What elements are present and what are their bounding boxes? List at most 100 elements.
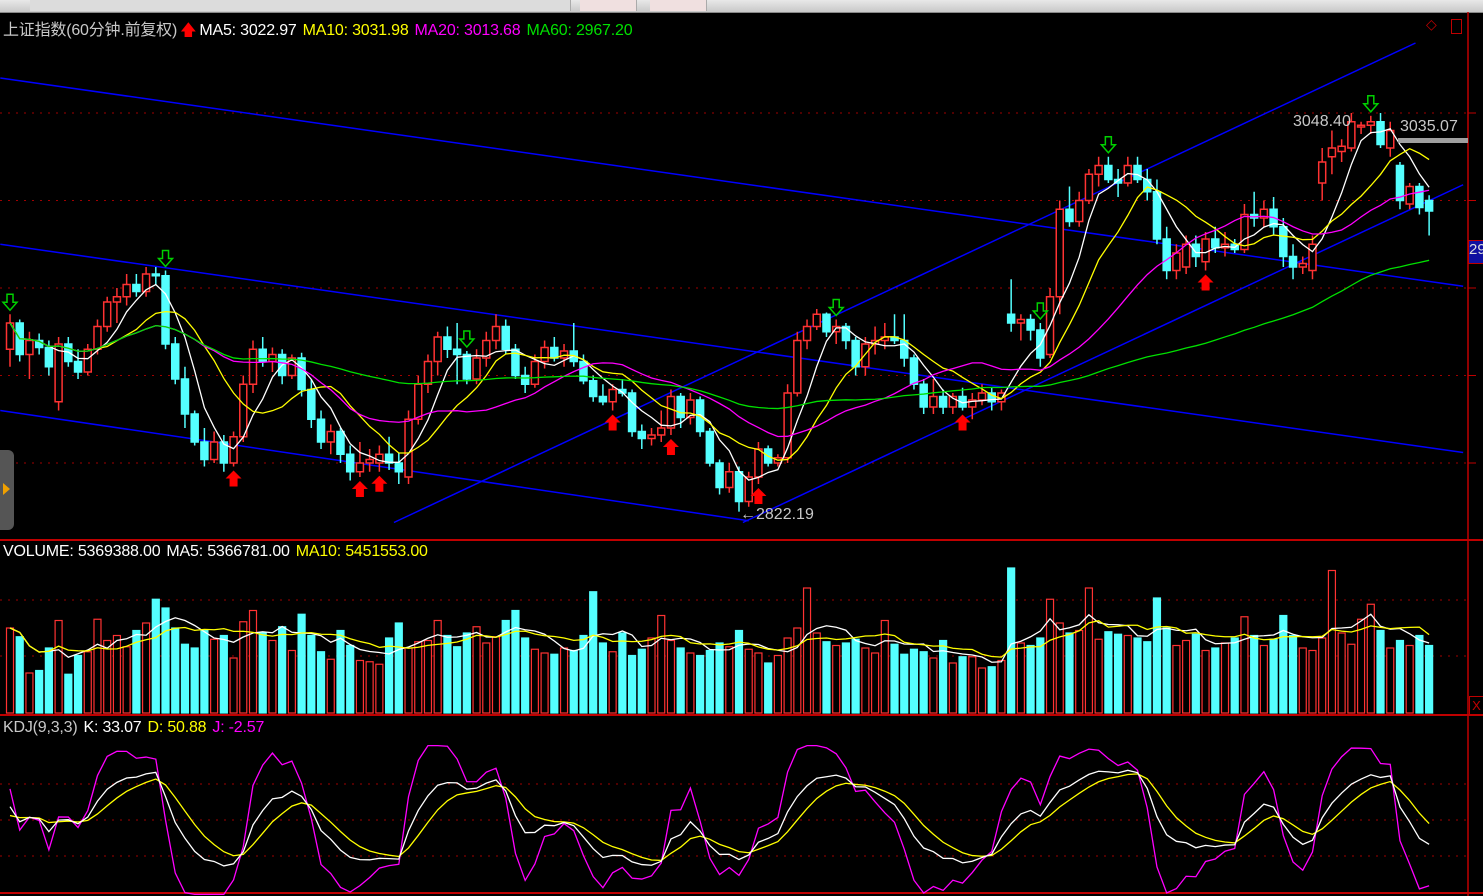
sell-signal-arrow-icon <box>827 298 845 317</box>
volume-bar <box>433 619 442 714</box>
candle-down <box>443 336 452 350</box>
volume-bar <box>190 647 199 714</box>
candle-down <box>1104 164 1113 181</box>
volume-bar <box>1356 618 1366 714</box>
volume-bar <box>851 638 860 714</box>
candle-up <box>423 360 433 385</box>
diamond-icon[interactable]: ◇ <box>1426 16 1437 32</box>
candle-up <box>1327 147 1337 158</box>
volume-bar <box>627 654 637 714</box>
volume-bar <box>1318 637 1327 714</box>
candle-down <box>170 343 180 380</box>
high-price-label: 3048.40 <box>1293 113 1351 130</box>
trend-line <box>0 243 1464 454</box>
candle-down <box>345 453 355 473</box>
volume-ma5-line <box>9 613 1430 663</box>
volume-bar <box>472 626 481 714</box>
candle-down <box>151 273 161 277</box>
volume-bar <box>900 653 909 714</box>
volume-bar <box>1386 647 1395 714</box>
volume-bar <box>151 598 160 714</box>
candle-down <box>316 418 326 443</box>
candle-up <box>540 346 549 363</box>
volume-bar <box>647 637 656 714</box>
volume-legend: VOLUME: 5369388.00 MA5: 5366781.00 MA10: 5… <box>3 543 434 561</box>
candle-up <box>754 448 763 478</box>
candle-down <box>588 380 598 398</box>
chart-title: 上证指数(60分钟.前复权) <box>3 22 178 39</box>
volume-bar <box>511 609 520 714</box>
candle-down <box>511 348 520 377</box>
volume-bar <box>1016 642 1025 714</box>
volume-bar <box>1415 634 1424 714</box>
volume-bar <box>1395 639 1405 714</box>
candle-down <box>734 471 744 503</box>
candle-up <box>141 273 151 293</box>
close-icon[interactable]: X <box>1469 696 1483 715</box>
candle-up <box>1337 145 1346 153</box>
sell-signal-arrow-icon <box>156 249 175 268</box>
volume-bar <box>1308 649 1317 714</box>
volume-bar <box>1230 637 1239 714</box>
volume-bar <box>890 643 899 714</box>
volume-bar <box>783 637 792 714</box>
volume-bar <box>278 626 287 714</box>
toolbar-tab[interactable] <box>580 0 637 11</box>
volume-bar <box>1327 569 1337 714</box>
volume-bar <box>676 647 685 714</box>
candle-down <box>520 374 530 385</box>
expand-panel-handle[interactable] <box>0 450 14 530</box>
volume-bar <box>1405 644 1414 714</box>
volume-bar <box>1366 603 1375 714</box>
candle-down <box>909 357 919 385</box>
volume-bar <box>764 662 773 714</box>
candle-up <box>812 313 822 328</box>
candle-up <box>559 350 569 359</box>
volume-bar <box>1026 644 1035 714</box>
trend-line <box>742 184 1464 524</box>
candle-down <box>44 346 54 368</box>
candle-up <box>530 360 540 385</box>
ma60-value: MA60: 2967.20 <box>526 22 633 39</box>
low-price-value: 2822.19 <box>756 506 814 523</box>
buy-signal-arrow-icon <box>954 414 971 431</box>
volume-bar <box>1152 597 1162 714</box>
volume-bar <box>666 639 676 714</box>
candle-down <box>1424 199 1434 212</box>
volume-bar <box>929 657 938 714</box>
candle-up <box>1172 252 1181 272</box>
volume-bar <box>754 652 763 714</box>
candle-up <box>239 383 248 438</box>
candle-down <box>938 395 948 408</box>
volume-bar <box>404 647 413 714</box>
candle-up <box>1201 238 1210 263</box>
candle-up <box>482 339 491 359</box>
toolbar-tab[interactable] <box>500 0 571 11</box>
kdj-legend: KDJ(9,3,3) K: 33.07 D: 50.88 J: -2.57 <box>3 719 270 737</box>
candle-down <box>1415 185 1424 209</box>
volume-bar <box>744 648 753 714</box>
volume-ma10-line <box>9 620 1430 658</box>
candle-up <box>802 325 812 342</box>
candle-down <box>1065 208 1074 223</box>
candle-up <box>1074 199 1084 223</box>
candle-up <box>472 357 481 380</box>
ma20-value: MA20: 3013.68 <box>414 22 521 39</box>
buy-signal-arrow-icon <box>604 414 621 431</box>
toolbar-tab[interactable] <box>650 0 707 11</box>
candle-up <box>209 441 219 461</box>
volume-bar <box>171 627 180 714</box>
volume-ma5-value: MA5: 5366781.00 <box>166 543 290 560</box>
volume-bar <box>1211 647 1220 714</box>
candle-up <box>375 453 384 464</box>
sell-signal-arrow-icon <box>1 293 19 312</box>
window-toggle-icon[interactable] <box>1451 19 1462 34</box>
volume-bar <box>1045 598 1055 714</box>
candle-down <box>190 413 199 443</box>
volume-bar <box>1259 644 1268 714</box>
volume-bar <box>861 647 870 714</box>
volume-bar <box>715 642 724 714</box>
candle-down <box>598 395 608 403</box>
buy-signal-arrow-icon <box>371 475 388 492</box>
